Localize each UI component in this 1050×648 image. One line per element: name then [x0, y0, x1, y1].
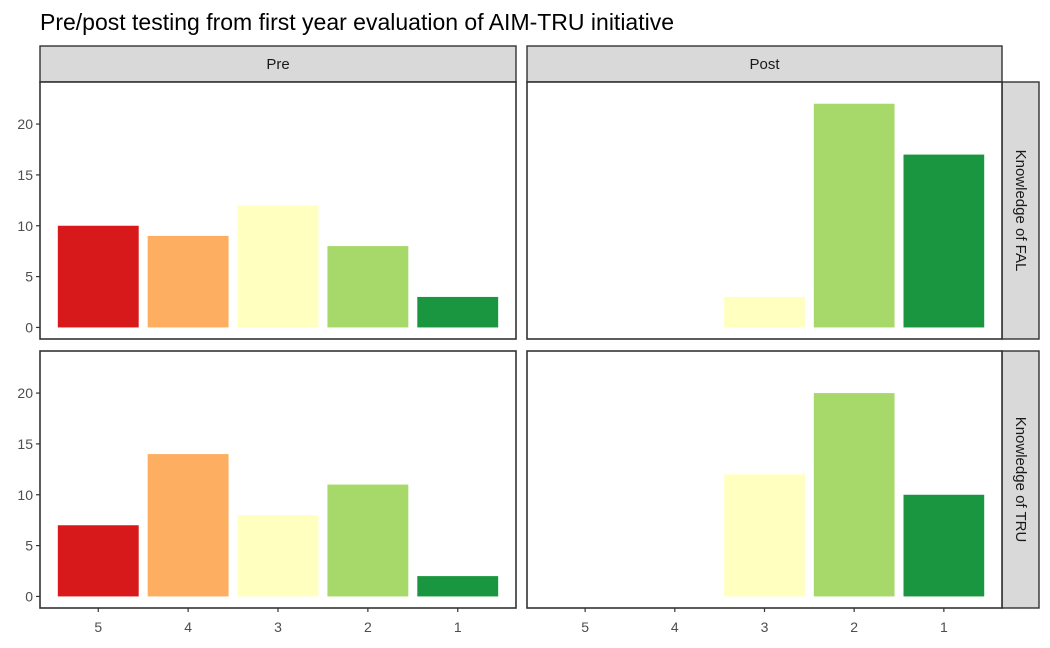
y-tick-label-knowledge-of-tru-15: 15: [17, 436, 33, 452]
panels: [39, 81, 1003, 609]
row-strips: Knowledge of FAL Knowledge of TRU: [1001, 81, 1040, 609]
x-tick-label-post-2: 2: [850, 619, 858, 635]
panel-knowledge-of-fal-post: [526, 81, 1003, 340]
panel-knowledge-of-tru-pre: [39, 350, 517, 609]
panel-knowledge-of-tru-post: [526, 350, 1003, 609]
strip-label-post: Post: [749, 56, 780, 73]
x-axes: 5 4 3 2 1 5 4 3 2 1: [94, 608, 948, 635]
bar-knowledge-of-tru-post-3: [724, 474, 805, 597]
bar-knowledge-of-tru-pre-4: [147, 454, 229, 597]
y-axes: 0 5 10 15 20 0 5 10 15 20: [17, 116, 40, 604]
bar-knowledge-of-fal-pre-1: [417, 296, 499, 328]
x-tick-label-pre-5: 5: [94, 619, 102, 635]
strip-pre: [39, 45, 517, 83]
y-tick-label-knowledge-of-fal-15: 15: [17, 167, 33, 183]
strip-label-knowledge-of-fal: Knowledge of FAL: [1012, 150, 1029, 272]
bar-knowledge-of-fal-pre-5: [57, 225, 139, 328]
x-tick-label-pre-4: 4: [184, 619, 192, 635]
panel-knowledge-of-fal-pre-border: [39, 81, 517, 340]
x-tick-label-post-1: 1: [940, 619, 948, 635]
y-tick-label-knowledge-of-tru-20: 20: [17, 385, 33, 401]
bar-knowledge-of-tru-pre-2: [327, 484, 409, 597]
x-tick-label-pre-2: 2: [364, 619, 372, 635]
strip-label-knowledge-of-tru: Knowledge of TRU: [1012, 417, 1029, 543]
strip-post: [526, 45, 1003, 83]
x-tick-label-post-5: 5: [581, 619, 589, 635]
bar-knowledge-of-tru-pre-5: [57, 525, 139, 597]
bar-knowledge-of-tru-pre-1: [417, 576, 499, 597]
strip-knowledge-of-tru: [1001, 350, 1040, 609]
bar-knowledge-of-fal-post-2: [813, 103, 895, 328]
y-tick-label-knowledge-of-fal-0: 0: [25, 319, 33, 335]
column-strips: Pre Post: [39, 45, 1003, 83]
bar-knowledge-of-fal-pre-4: [147, 235, 229, 328]
y-tick-label-knowledge-of-tru-5: 5: [25, 538, 33, 554]
panel-knowledge-of-fal-post-border: [526, 81, 1003, 340]
y-tick-label-knowledge-of-fal-5: 5: [25, 269, 33, 285]
x-tick-label-post-4: 4: [671, 619, 679, 635]
bar-knowledge-of-tru-pre-3: [237, 515, 319, 597]
bar-knowledge-of-tru-post-1: [903, 494, 985, 597]
x-tick-label-post-3: 3: [761, 619, 769, 635]
x-tick-label-pre-1: 1: [454, 619, 462, 635]
bar-knowledge-of-fal-post-3: [724, 296, 805, 328]
bar-knowledge-of-fal-pre-2: [327, 246, 409, 328]
y-tick-label-knowledge-of-tru-10: 10: [17, 487, 33, 503]
bar-knowledge-of-tru-post-2: [813, 393, 895, 597]
chart-title: Pre/post testing from first year evaluat…: [40, 9, 674, 35]
bar-knowledge-of-fal-post-1: [903, 154, 985, 328]
y-tick-label-knowledge-of-fal-10: 10: [17, 218, 33, 234]
strip-label-pre: Pre: [266, 56, 289, 73]
y-tick-label-knowledge-of-fal-20: 20: [17, 116, 33, 132]
bar-knowledge-of-fal-pre-3: [237, 205, 319, 328]
y-tick-label-knowledge-of-tru-0: 0: [25, 588, 33, 604]
panel-knowledge-of-fal-pre: [39, 81, 517, 340]
strip-knowledge-of-fal: [1001, 81, 1040, 340]
x-tick-label-pre-3: 3: [274, 619, 282, 635]
